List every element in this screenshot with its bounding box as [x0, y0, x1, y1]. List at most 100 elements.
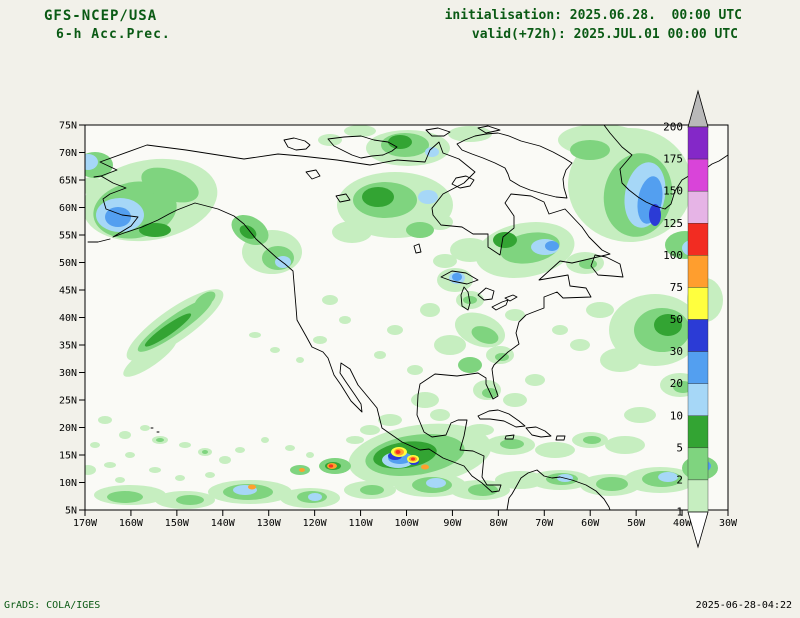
precip-area	[140, 425, 150, 431]
legend-value-label: 100	[663, 249, 683, 262]
coastline-cuba	[477, 409, 526, 428]
precip-area	[85, 154, 98, 170]
precip-area	[463, 296, 477, 304]
precip-area	[493, 232, 517, 248]
axis-ticks-layer	[79, 124, 729, 516]
precip-area	[90, 442, 100, 448]
precip-area	[552, 325, 568, 335]
legend-segment	[687, 447, 709, 481]
precip-area	[339, 316, 351, 324]
lat-label: 55N	[59, 231, 77, 242]
lon-label: 160W	[119, 518, 144, 529]
precip-area	[624, 407, 656, 423]
legend-value-label: 2	[676, 473, 683, 486]
coastline-north-america	[93, 141, 611, 493]
precip-area	[434, 335, 466, 355]
lon-label: 30W	[719, 518, 738, 529]
legend-value-label: 5	[676, 441, 683, 454]
legend-value-label: 150	[663, 185, 683, 198]
precip-area	[420, 303, 440, 317]
lon-label: 130W	[257, 518, 282, 529]
precip-area	[248, 484, 256, 490]
lat-label: 30N	[59, 368, 77, 379]
lat-label: 40N	[59, 313, 77, 324]
lat-label: 20N	[59, 423, 77, 434]
lon-label: 50W	[627, 518, 646, 529]
lon-label: 40W	[673, 518, 692, 529]
precip-area	[308, 493, 322, 501]
precip-area	[85, 177, 104, 195]
coastline-south-america	[506, 469, 611, 510]
precip-area	[299, 468, 305, 472]
legend-value-label: 75	[670, 281, 683, 294]
lat-label: 70N	[59, 148, 77, 159]
precip-area	[505, 309, 525, 321]
precip-area	[194, 291, 216, 309]
precip-area	[175, 475, 185, 481]
lat-label: 50N	[59, 258, 77, 269]
precip-area	[388, 135, 412, 149]
precip-area	[360, 425, 380, 435]
precip-area	[202, 450, 208, 454]
precip-area	[85, 465, 96, 475]
coastline-aleutians	[87, 238, 111, 243]
coastline-arctic-island-1	[425, 127, 451, 137]
precip-area	[654, 314, 682, 336]
precip-area	[98, 416, 112, 424]
lake-michigan	[460, 286, 471, 311]
precip-area	[322, 295, 338, 305]
precip-area	[156, 438, 164, 442]
legend-segment	[687, 479, 709, 513]
precip-area	[418, 190, 438, 204]
legend-under-arrow-icon	[687, 511, 709, 549]
legend-value-label: 30	[670, 345, 683, 358]
axis-labels-layer: 75N70N65N60N55N50N45N40N35N30N25N20N15N1…	[59, 121, 738, 530]
lat-label: 35N	[59, 341, 77, 352]
coastline-banks-island	[283, 137, 311, 151]
lake-winnipeg	[413, 243, 422, 254]
precip-area	[378, 414, 402, 426]
precip-area	[205, 472, 215, 478]
precip-area	[427, 214, 453, 230]
precip-area	[407, 365, 423, 375]
product-title: 6-h Acc.Prec.	[56, 27, 171, 42]
precip-area	[144, 313, 192, 347]
lon-label: 110W	[349, 518, 374, 529]
precip-area	[658, 472, 678, 482]
coastline-arctic-island-2	[477, 125, 501, 134]
precip-area	[395, 450, 401, 454]
precip-area	[141, 167, 199, 203]
precip-area	[458, 357, 482, 373]
lon-label: 80W	[489, 518, 508, 529]
legend-over-arrow-icon	[687, 89, 709, 128]
precip-area	[430, 409, 450, 421]
lake-superior	[440, 270, 479, 285]
great-slave-lake	[335, 193, 351, 203]
coastline-baffin-island	[456, 132, 573, 199]
precip-area	[344, 125, 376, 137]
precip-area	[239, 225, 257, 239]
grads-credit: GrADS: COLA/IGES	[4, 600, 101, 611]
precip-area	[313, 336, 327, 344]
lon-label: 150W	[165, 518, 190, 529]
lake-huron	[477, 287, 495, 301]
coastline-newfoundland	[590, 254, 624, 278]
model-title: GFS-NCEP/USA	[44, 8, 158, 24]
lon-label: 120W	[303, 518, 328, 529]
hawaii-islands	[150, 427, 160, 433]
precip-area	[119, 431, 131, 439]
legend-segment	[687, 351, 709, 384]
lon-label: 60W	[581, 518, 600, 529]
precip-area	[466, 424, 494, 436]
precip-area	[149, 467, 161, 473]
legend-segment	[687, 255, 709, 288]
precip-area	[468, 484, 498, 496]
legend-segment	[687, 158, 709, 192]
precip-area	[219, 456, 231, 464]
lat-label: 60N	[59, 203, 77, 214]
valid-time-label: valid(+72h): 2025.JUL.01 00:00 UTC	[471, 27, 738, 42]
precip-area	[570, 339, 590, 351]
precip-area	[500, 439, 524, 449]
precip-area	[452, 273, 462, 281]
